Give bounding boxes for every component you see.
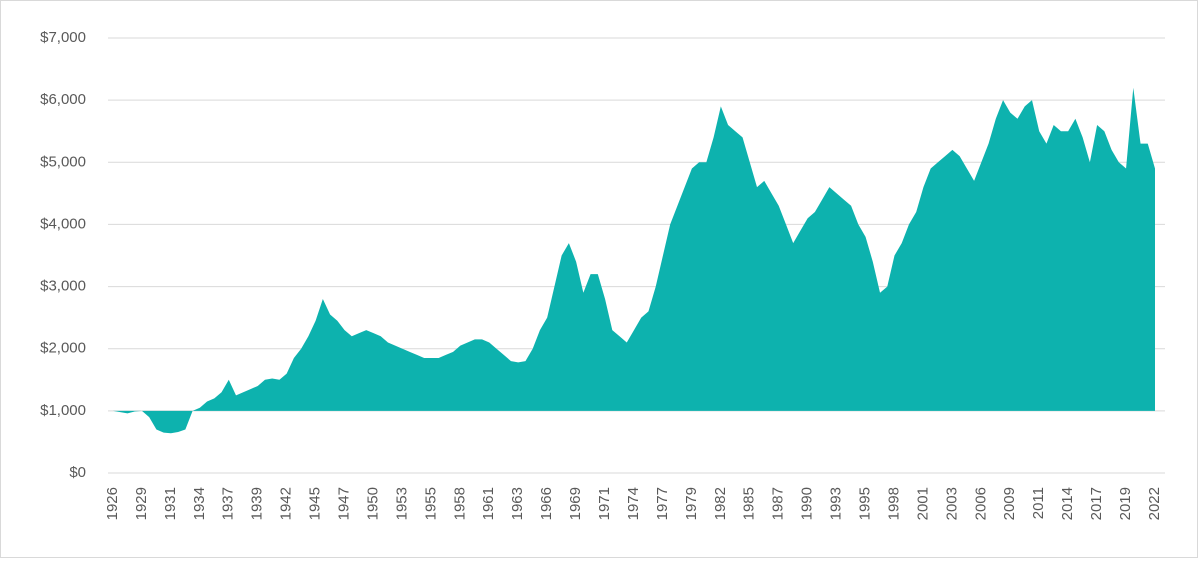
y-tick-label: $6,000 [40, 91, 86, 108]
x-tick-label: 1974 [625, 487, 642, 520]
x-tick-label: 1979 [683, 487, 700, 520]
x-tick-label: 1958 [451, 487, 468, 520]
y-tick-label: $1,000 [40, 402, 86, 419]
area [113, 87, 1155, 434]
x-tick-label: 2011 [1030, 487, 1047, 519]
x-tick-label: 1934 [191, 487, 208, 520]
x-tick-label: 1966 [538, 487, 555, 520]
y-tick-label: $3,000 [40, 278, 86, 295]
x-tick-label: 1929 [133, 487, 150, 520]
y-tick-label: $2,000 [40, 340, 86, 357]
x-tick-label: 1955 [422, 487, 439, 520]
x-tick-label: 2003 [943, 487, 960, 520]
x-tick-label: 2017 [1088, 487, 1105, 520]
y-tick-label: $0 [69, 464, 86, 481]
x-tick-label: 1969 [567, 487, 584, 520]
x-tick-label: 1953 [393, 487, 410, 520]
x-tick-label: 1963 [509, 487, 526, 520]
x-tick-label: 2022 [1146, 487, 1163, 520]
x-tick-label: 1990 [799, 487, 816, 520]
x-tick-label: 1926 [104, 487, 121, 520]
x-tick-label: 2019 [1117, 487, 1134, 520]
x-tick-label: 1947 [336, 487, 353, 520]
x-tick-label: 1961 [480, 487, 497, 520]
x-tick-label: 2014 [1059, 487, 1076, 520]
x-tick-label: 1931 [162, 487, 179, 520]
x-tick-label: 2001 [914, 487, 931, 520]
x-tick-label: 1995 [857, 487, 874, 520]
y-tick-label: $4,000 [40, 215, 86, 232]
x-tick-label: 1942 [278, 487, 295, 520]
x-tick-label: 1950 [364, 487, 381, 520]
x-tick-label: 2009 [1001, 487, 1018, 520]
x-tick-label: 1985 [741, 487, 758, 520]
x-tick-label: 1993 [828, 487, 845, 520]
x-tick-label: 1977 [654, 487, 671, 520]
x-tick-label: 1971 [596, 487, 613, 520]
x-tick-label: 2006 [972, 487, 989, 520]
x-tick-label: 1945 [307, 487, 324, 520]
x-tick-label: 1998 [885, 487, 902, 520]
y-tick-label: $7,000 [40, 29, 86, 46]
x-tick-label: 1939 [249, 487, 266, 520]
x-tick-label: 1937 [220, 487, 237, 520]
x-tick-label: 1982 [712, 487, 729, 520]
y-tick-label: $5,000 [40, 153, 86, 170]
x-tick-label: 1987 [770, 487, 787, 520]
